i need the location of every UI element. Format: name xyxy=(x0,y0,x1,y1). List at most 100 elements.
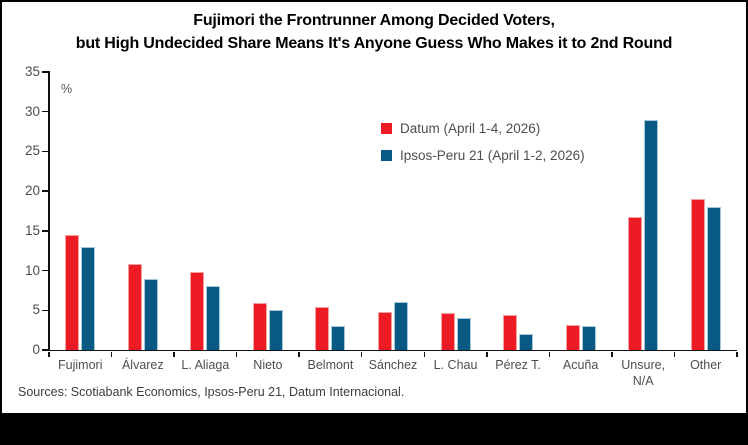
x-axis-tick xyxy=(360,351,363,357)
y-axis-tick-label: 25 xyxy=(24,143,40,159)
chart-title-line2: but High Undecided Share Means It's Anyo… xyxy=(75,35,673,52)
y-axis-tick-label: 10 xyxy=(24,262,40,278)
bar-pair xyxy=(299,307,362,350)
x-axis-tick xyxy=(235,351,238,357)
y-axis-line xyxy=(48,71,50,350)
y-axis-tick xyxy=(42,150,48,153)
x-axis-tick xyxy=(173,351,175,357)
y-axis-tick xyxy=(42,309,48,312)
chart-title-line1: Fujimori the Frontrunner Among Decided V… xyxy=(193,12,555,29)
bar-ipsos xyxy=(706,207,721,350)
bar-pair xyxy=(487,315,550,350)
y-axis-tick xyxy=(42,230,48,232)
x-axis-tick xyxy=(673,351,676,357)
bar-ipsos xyxy=(331,326,346,350)
legend-label: Datum (April 1-4, 2026) xyxy=(400,121,541,136)
bar-pair xyxy=(612,119,675,350)
x-axis-tick xyxy=(423,351,426,357)
chart-title: Fujimori the Frontrunner Among Decided V… xyxy=(2,9,746,55)
x-axis-tick xyxy=(548,351,551,357)
x-axis-line xyxy=(43,349,737,351)
category-group: Nieto xyxy=(237,72,300,372)
x-axis-tick xyxy=(110,351,113,357)
category-group: Belmont xyxy=(299,72,362,372)
x-axis-category-label: Fujimori xyxy=(58,358,103,372)
category-group: Pérez T. xyxy=(487,72,550,372)
bar-datum xyxy=(440,313,455,350)
category-group: L. Aliaga xyxy=(174,72,237,372)
x-axis-category-label: Unsure, N/A xyxy=(621,358,666,388)
y-axis-unit-label: % xyxy=(61,82,73,96)
bar-pair xyxy=(174,272,237,350)
x-axis-tick xyxy=(486,351,488,357)
bar-pair xyxy=(549,324,612,350)
legend-label: Ipsos-Peru 21 (April 1-2, 2026) xyxy=(400,148,585,163)
bar-datum xyxy=(565,324,580,350)
y-axis-tick xyxy=(42,190,48,192)
bar-ipsos xyxy=(581,326,596,350)
x-axis-category-label: Sánchez xyxy=(368,358,418,372)
bar-datum xyxy=(377,311,392,350)
x-axis-category-label: Belmont xyxy=(307,358,354,372)
y-axis-tick-label: 5 xyxy=(32,302,40,318)
bar-pair xyxy=(362,302,425,350)
legend-swatch-icon xyxy=(381,123,392,134)
y-axis-tick xyxy=(42,269,48,272)
bar-datum xyxy=(127,264,142,350)
bar-ipsos xyxy=(143,278,158,350)
bar-datum xyxy=(503,315,518,350)
x-axis-category-label: Acuña xyxy=(562,358,599,372)
y-axis-tick xyxy=(42,71,48,73)
plot-area: Fujimori Álvarez L. Aliaga Nieto Belmont Sánc… xyxy=(42,71,738,388)
bar-datum xyxy=(628,217,643,350)
category-group: Fujimori xyxy=(49,72,112,372)
x-axis-tick xyxy=(736,351,738,357)
legend-swatch-icon xyxy=(381,150,392,161)
bar-datum xyxy=(190,272,205,350)
bar-datum xyxy=(252,303,267,350)
x-axis-tick xyxy=(298,351,300,357)
y-axis-tick-label: 35 xyxy=(24,64,40,79)
x-axis-category-label: Nieto xyxy=(253,358,283,372)
bar-pair xyxy=(424,313,487,350)
legend-item-datum: Datum (April 1-4, 2026) xyxy=(381,121,585,136)
x-axis-tick xyxy=(611,351,613,357)
legend-item-ipsos: Ipsos-Peru 21 (April 1-2, 2026) xyxy=(381,148,585,163)
bar-pair xyxy=(49,234,112,350)
source-note: Sources: Scotiabank Economics, Ipsos-Per… xyxy=(18,385,405,399)
y-axis-tick-label: 30 xyxy=(24,103,40,119)
x-axis-tick xyxy=(48,351,50,357)
y-axis-tick xyxy=(42,110,48,113)
category-group: Sánchez xyxy=(362,72,425,372)
x-axis-category-label: L. Aliaga xyxy=(181,358,230,372)
y-axis-tick-label: 0 xyxy=(32,342,40,357)
bar-datum xyxy=(315,307,330,350)
category-group: Acuña xyxy=(549,72,612,372)
bar-ipsos xyxy=(519,334,534,350)
x-axis-category-label: Other xyxy=(690,358,722,372)
x-axis-category-label: L. Chau xyxy=(433,358,478,372)
category-group: L. Chau xyxy=(424,72,487,372)
bar-ipsos xyxy=(268,310,283,350)
bar-ipsos xyxy=(81,246,96,350)
bar-pair xyxy=(674,199,737,350)
bar-datum xyxy=(65,234,80,350)
bar-pair xyxy=(237,303,300,350)
category-group: Unsure, N/A xyxy=(612,72,675,388)
category-group: Other xyxy=(674,72,737,372)
x-axis-category-label: Pérez T. xyxy=(495,358,541,372)
bar-pair xyxy=(112,264,175,350)
bar-ipsos xyxy=(206,286,221,350)
bar-datum xyxy=(690,199,705,350)
x-axis-category-label: Álvarez xyxy=(121,358,164,372)
y-axis-tick-label: 20 xyxy=(24,183,40,199)
bar-ipsos xyxy=(644,119,659,350)
y-axis-tick xyxy=(42,349,48,351)
category-group: Álvarez xyxy=(112,72,175,372)
legend: Datum (April 1-4, 2026) Ipsos-Peru 21 (Ap… xyxy=(381,121,585,163)
bottom-black-bar xyxy=(2,413,746,443)
bar-ipsos xyxy=(393,302,408,350)
bar-ipsos xyxy=(456,318,471,350)
